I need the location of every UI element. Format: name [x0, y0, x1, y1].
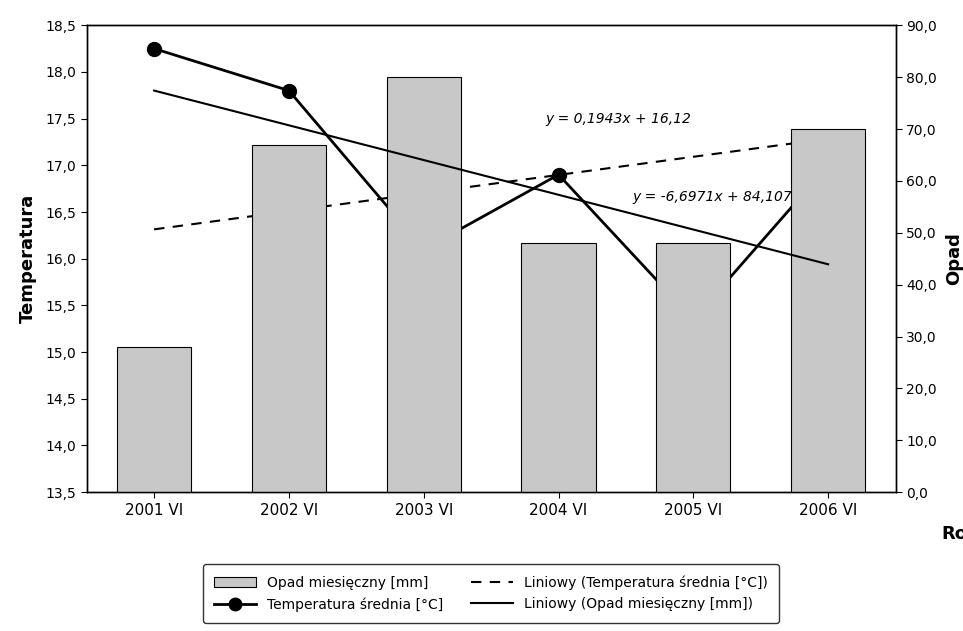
Legend: Opad miesięczny [mm], Temperatura średnia [°C], Liniowy (Temperatura średnia [°C: Opad miesięczny [mm], Temperatura średni…	[203, 565, 779, 623]
Text: y = -6,6971x + 84,107: y = -6,6971x + 84,107	[633, 190, 793, 204]
Bar	[387, 77, 461, 492]
Text: Rok: Rok	[941, 525, 963, 543]
Text: y = 0,1943x + 16,12: y = 0,1943x + 16,12	[545, 112, 690, 126]
Bar	[657, 243, 731, 492]
Bar	[522, 243, 595, 492]
Bar	[252, 144, 326, 492]
Y-axis label: Opad: Opad	[945, 232, 963, 285]
Bar	[117, 347, 191, 492]
Bar	[792, 129, 865, 492]
Y-axis label: Temperatura: Temperatura	[19, 194, 37, 323]
